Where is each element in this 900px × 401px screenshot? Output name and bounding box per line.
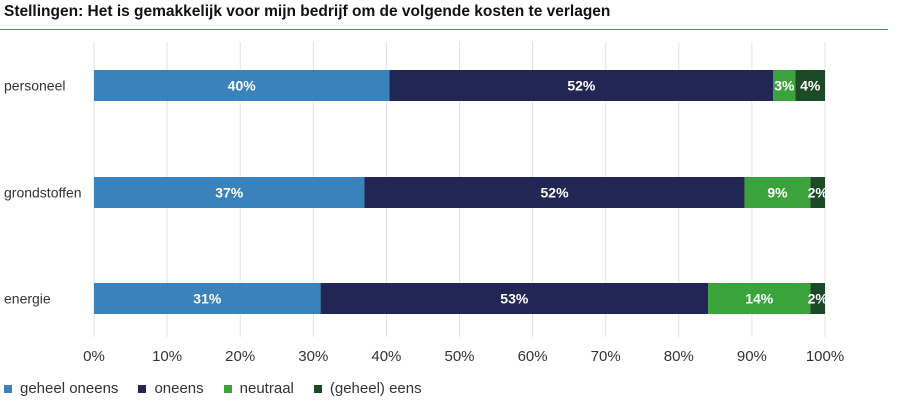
bar-segment [744,177,811,208]
x-tick-label: 70% [591,348,621,365]
data-label: 2% [808,291,829,307]
x-tick-label: 60% [518,348,548,365]
bar-segment [94,177,365,208]
bar-segment [773,70,796,101]
legend-swatch [313,384,322,393]
bar-segment [708,283,811,314]
data-label: 40% [228,78,257,94]
x-tick-label: 0% [83,348,105,365]
legend-label: (geheel) eens [329,380,422,397]
legend-item: oneens [138,380,204,397]
data-label: 52% [541,185,570,201]
legend-label: neutraal [239,380,294,397]
x-tick-label: 80% [664,348,694,365]
data-label: 2% [808,185,829,201]
category-label: grondstoffen [4,185,82,201]
legend-label: oneens [154,380,204,397]
data-label: 53% [500,291,529,307]
data-label: 37% [215,185,244,201]
legend: geheel oneens oneens neutraal (geheel) eens [4,380,422,397]
bar-segment [810,283,825,314]
bar-segment [389,70,774,101]
bar-segment [94,70,390,101]
data-label: 14% [745,291,774,307]
data-label: 4% [800,78,821,94]
category-label: energie [4,291,51,307]
x-tick-label: 40% [371,348,401,365]
bar-segment [795,70,825,101]
data-label: 3% [774,78,795,94]
legend-swatch [223,384,232,393]
x-tick-label: 100% [806,348,844,365]
bar-segment [320,283,709,314]
bar-segment [94,283,321,314]
x-tick-label: 90% [737,348,767,365]
x-tick-label: 20% [225,348,255,365]
data-label: 52% [567,78,596,94]
legend-item: geheel oneens [4,380,118,397]
legend-item: (geheel) eens [313,380,422,397]
legend-swatch [138,384,147,393]
bar-segment [364,177,745,208]
x-tick-label: 50% [444,348,474,365]
data-label: 9% [767,185,788,201]
title-divider [0,29,888,30]
chart-title: Stellingen: Het is gemakkelijk voor mijn… [4,3,611,20]
legend-label: geheel oneens [20,380,119,397]
legend-item: neutraal [223,380,294,397]
x-tick-label: 10% [152,348,182,365]
x-tick-label: 30% [298,348,328,365]
category-label: personeel [4,78,66,94]
data-label: 31% [193,291,222,307]
legend-swatch [4,384,12,393]
bar-segment [810,177,825,208]
